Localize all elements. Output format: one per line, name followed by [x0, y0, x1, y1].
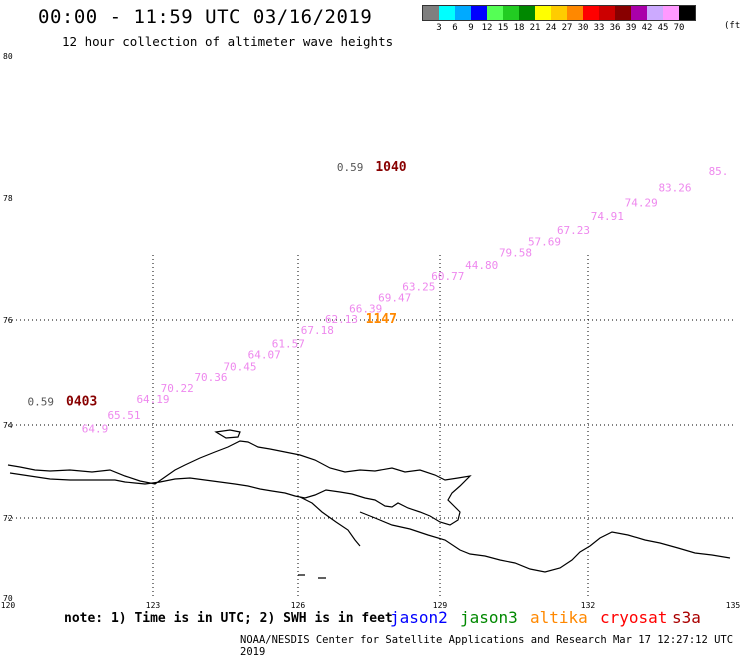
legend-label: 21: [529, 23, 541, 33]
wave-height-value: 83.26: [658, 182, 691, 195]
lat-label: 78: [3, 194, 13, 203]
legend-color-swatch: [663, 6, 679, 20]
wave-height-value: 64.19: [136, 393, 169, 406]
legend-color-bar: [422, 5, 696, 21]
altimeter-track: 64.965.5164.1970.2270.3670.4564.0761.576…: [82, 165, 729, 435]
island-new-siberian: [214, 429, 241, 439]
satellite-label-s3a: s3a: [672, 608, 701, 627]
pass-time-label: 1147: [366, 312, 397, 327]
pass-time-label: 0403: [66, 395, 97, 410]
legend-color-swatch: [647, 6, 663, 20]
legend-label: 3: [436, 23, 442, 33]
lat-label: 74: [3, 421, 13, 430]
legend-color-swatch: [519, 6, 535, 20]
wave-height-value: 62.13: [325, 313, 358, 326]
footer-credit: NOAA/NESDIS Center for Satellite Applica…: [240, 634, 734, 658]
satellite-label-jason2: jason2: [390, 608, 448, 627]
wave-height-value: 61.57: [272, 338, 305, 351]
legend-label: 9: [468, 23, 474, 33]
wave-height-value: 60.77: [431, 270, 464, 283]
wave-height-value: 65.51: [107, 409, 140, 422]
wave-height-value: 44.80: [465, 259, 498, 272]
lat-label: 76: [3, 316, 13, 325]
legend-color-swatch: [567, 6, 583, 20]
lat-label: 70: [3, 594, 13, 603]
coastline-south: [299, 496, 731, 573]
wave-height-value: 79.58: [499, 247, 532, 260]
legend-color-swatch: [471, 6, 487, 20]
legend-label: 39: [625, 23, 637, 33]
legend-label: 6: [452, 23, 458, 33]
legend-label: 15: [497, 23, 509, 33]
map-title: 00:00 - 11:59 UTC 03/16/2019: [38, 6, 373, 28]
legend-label: 30: [577, 23, 589, 33]
legend-color-swatch: [583, 6, 599, 20]
pass-time-labels: 0.59 1040 0.59 0403 1147: [28, 160, 407, 410]
wave-height-value: 63.25: [402, 281, 435, 294]
legend-color-swatch: [679, 6, 695, 20]
satellite-label-altika: altika: [530, 608, 588, 627]
legend-color-swatch: [487, 6, 503, 20]
legend-labels: 3 6 9 12 15 18 21 24 27 30 33 36 39 42 45 70: [422, 21, 696, 35]
legend-color-swatch: [455, 6, 471, 20]
legend-unit: (ft): [724, 21, 740, 31]
wave-height-legend: 3 6 9 12 15 18 21 24 27 30 33 36 39 42 45 70: [422, 5, 696, 35]
lat-label: 72: [3, 514, 13, 523]
min-value-label: 0.59: [28, 396, 55, 409]
wave-height-value: 74.29: [625, 197, 658, 210]
lon-label: 123: [146, 601, 161, 610]
min-value-label: 0.59: [337, 161, 364, 174]
wave-height-value: 70.36: [194, 371, 227, 384]
legend-color-swatch: [615, 6, 631, 20]
satellite-label-cryosat: cryosat: [600, 608, 668, 627]
wave-height-value: 67.23: [557, 224, 590, 237]
pass-time-label: 1040: [375, 160, 406, 175]
legend-color-swatch: [439, 6, 455, 20]
coastline: [7, 429, 731, 579]
wave-height-value: 67.18: [301, 324, 334, 337]
legend-label: 24: [545, 23, 557, 33]
wave-height-value: 64.07: [248, 348, 281, 361]
map-subtitle: 12 hour collection of altimeter wave hei…: [62, 34, 394, 49]
lon-label: 135: [726, 601, 740, 610]
legend-label: 27: [561, 23, 573, 33]
legend-color-swatch: [535, 6, 551, 20]
legend-color-swatch: [503, 6, 519, 20]
legend-color-swatch: [631, 6, 647, 20]
legend-label: 18: [513, 23, 525, 33]
note-text: note: 1) Time is in UTC; 2) SWH is in fe…: [64, 611, 393, 626]
lon-label: 132: [581, 601, 596, 610]
legend-color-swatch: [551, 6, 567, 20]
wave-height-value: 64.9: [82, 423, 109, 436]
wave-height-value: 70.45: [223, 360, 256, 373]
legend-color-swatch: [599, 6, 615, 20]
legend-label: 33: [593, 23, 605, 33]
wave-height-value: 69.47: [378, 292, 411, 305]
lon-label: 126: [291, 601, 306, 610]
lon-label: 120: [1, 601, 16, 610]
wave-height-value: 85.: [709, 165, 729, 178]
legend-label: 12: [481, 23, 493, 33]
legend-label: 70: [673, 23, 685, 33]
lon-label: 129: [433, 601, 448, 610]
coastline-main: [7, 440, 472, 526]
legend-label: 42: [641, 23, 653, 33]
wave-height-value: 57.69: [528, 236, 561, 249]
wave-height-value: 74.91: [591, 210, 624, 223]
satellite-label-jason3: jason3: [460, 608, 518, 627]
island-small: [298, 574, 326, 579]
wave-height-value: 70.22: [161, 382, 194, 395]
wave-height-value: 66.39: [349, 302, 382, 315]
lat-label: 80: [3, 52, 13, 61]
legend-color-swatch: [423, 6, 439, 20]
legend-label: 45: [657, 23, 669, 33]
legend-label: 36: [609, 23, 621, 33]
